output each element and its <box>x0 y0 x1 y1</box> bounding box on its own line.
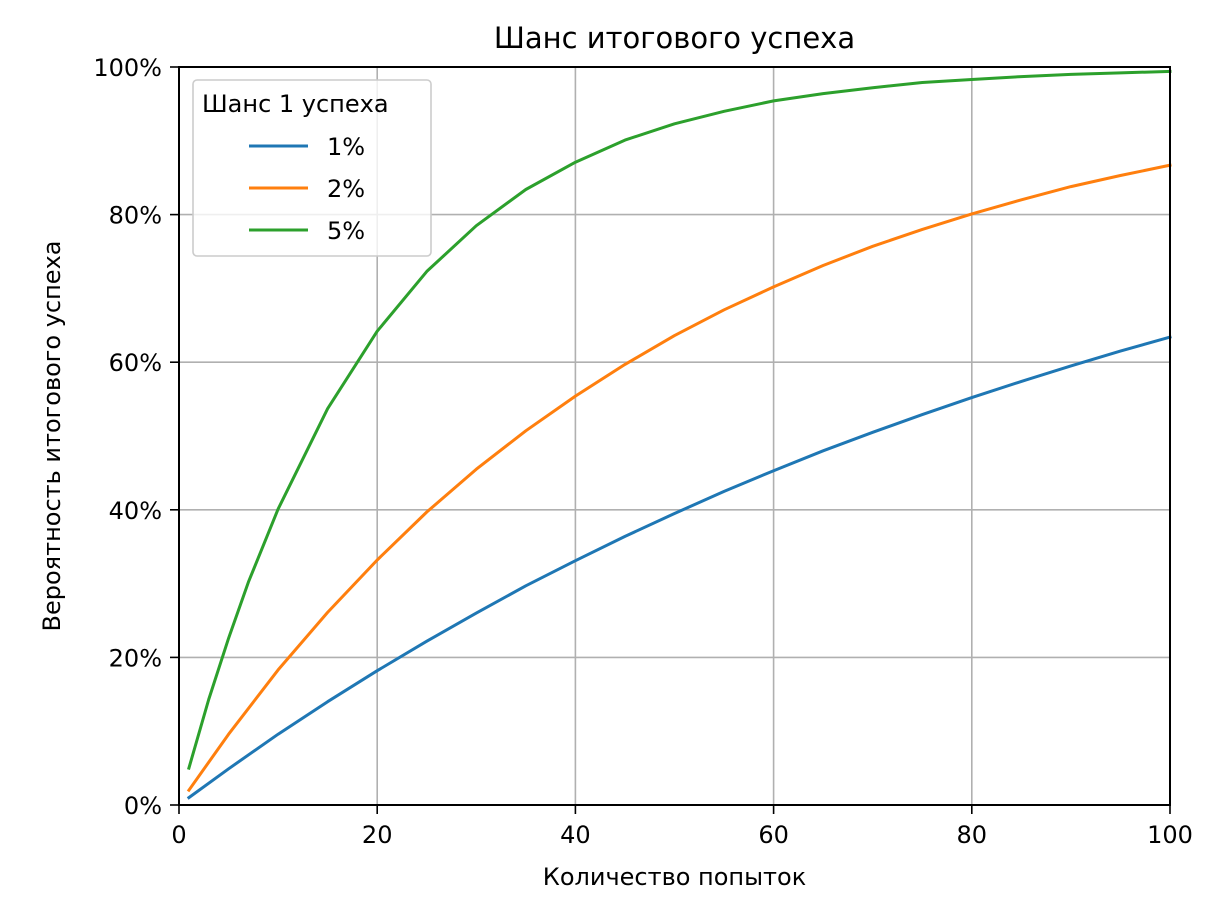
legend-title: Шанс 1 успеха <box>202 90 389 118</box>
x-tick-label: 40 <box>560 821 591 849</box>
legend: Шанс 1 успеха 1% 2% 5% <box>192 79 432 257</box>
series-line-1% <box>186 335 1172 800</box>
y-axis-title: Вероятность итогового успеха <box>38 241 66 632</box>
legend-box <box>192 79 432 257</box>
x-tick-label: 80 <box>957 821 988 849</box>
x-tick-label: 20 <box>362 821 393 849</box>
series-line-5% <box>187 69 1172 770</box>
y-tick-label: 0% <box>124 792 162 820</box>
chart-title: Шанс итогового успеха <box>494 21 855 55</box>
plot-series <box>186 69 1172 800</box>
y-tick-label: 100% <box>93 54 162 82</box>
legend-label: 2% <box>327 175 365 203</box>
y-tick-label: 20% <box>109 644 162 672</box>
x-tick-label: 0 <box>171 821 186 849</box>
legend-entries: 1% 2% 5% <box>249 133 365 245</box>
x-tick-label: 60 <box>758 821 789 849</box>
plot-frame <box>178 66 1171 806</box>
x-tick-label: 100 <box>1147 821 1193 849</box>
x-axis-title: Количество попыток <box>543 863 806 891</box>
ticks: 0 20 40 60 80 100 0% 20% 40% 60% 80% 100% <box>93 54 1193 849</box>
legend-label: 1% <box>327 133 365 161</box>
y-tick-label: 80% <box>109 202 162 230</box>
series-line-2% <box>186 163 1172 793</box>
legend-label: 5% <box>327 217 365 245</box>
y-tick-label: 40% <box>109 497 162 525</box>
y-tick-label: 60% <box>109 349 162 377</box>
